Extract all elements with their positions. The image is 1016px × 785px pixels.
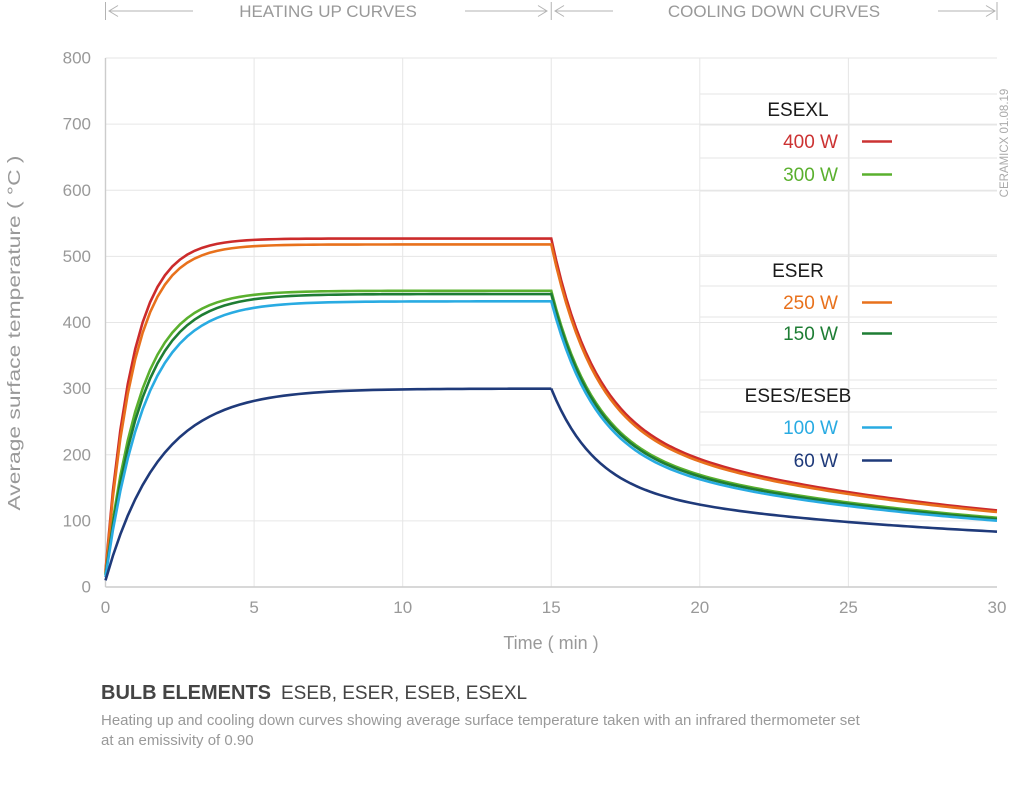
svg-text:ESES/ESEB: ESES/ESEB	[745, 386, 852, 407]
svg-text:100: 100	[63, 511, 91, 530]
svg-text:0: 0	[82, 578, 91, 597]
svg-text:0: 0	[101, 598, 110, 617]
svg-text:30: 30	[988, 598, 1007, 617]
svg-text:500: 500	[63, 247, 91, 266]
svg-text:25: 25	[839, 598, 858, 617]
svg-text:at an emissivity of 0.90: at an emissivity of 0.90	[101, 732, 254, 749]
svg-text:Average surface temperature (: Average surface temperature ( °C )	[4, 156, 24, 511]
svg-text:60 W: 60 W	[794, 451, 838, 472]
svg-text:COOLING DOWN CURVES: COOLING DOWN CURVES	[668, 2, 880, 21]
svg-text:ESEXL: ESEXL	[767, 100, 828, 121]
svg-text:ESER: ESER	[772, 261, 824, 282]
svg-text:400: 400	[63, 313, 91, 332]
svg-text:10: 10	[393, 598, 412, 617]
svg-text:ESEB, ESER, ESEB, ESEXL: ESEB, ESER, ESEB, ESEXL	[281, 683, 527, 704]
svg-text:600: 600	[63, 181, 91, 200]
svg-text:200: 200	[63, 445, 91, 464]
svg-text:BULB ELEMENTS: BULB ELEMENTS	[101, 682, 271, 704]
svg-text:CERAMICX 01.08.19: CERAMICX 01.08.19	[999, 89, 1011, 198]
svg-text:150 W: 150 W	[783, 324, 838, 345]
svg-text:800: 800	[63, 49, 91, 68]
svg-text:100 W: 100 W	[783, 418, 838, 439]
svg-text:Time ( min ): Time ( min )	[503, 633, 598, 653]
svg-text:Heating up and cooling down cu: Heating up and cooling down curves showi…	[101, 712, 861, 729]
svg-text:HEATING UP CURVES: HEATING UP CURVES	[239, 2, 417, 21]
svg-text:400 W: 400 W	[783, 132, 838, 153]
svg-text:250 W: 250 W	[783, 293, 838, 314]
svg-text:300: 300	[63, 379, 91, 398]
svg-text:20: 20	[690, 598, 709, 617]
svg-text:15: 15	[542, 598, 561, 617]
svg-text:5: 5	[249, 598, 258, 617]
svg-text:700: 700	[63, 115, 91, 134]
svg-text:300 W: 300 W	[783, 165, 838, 186]
